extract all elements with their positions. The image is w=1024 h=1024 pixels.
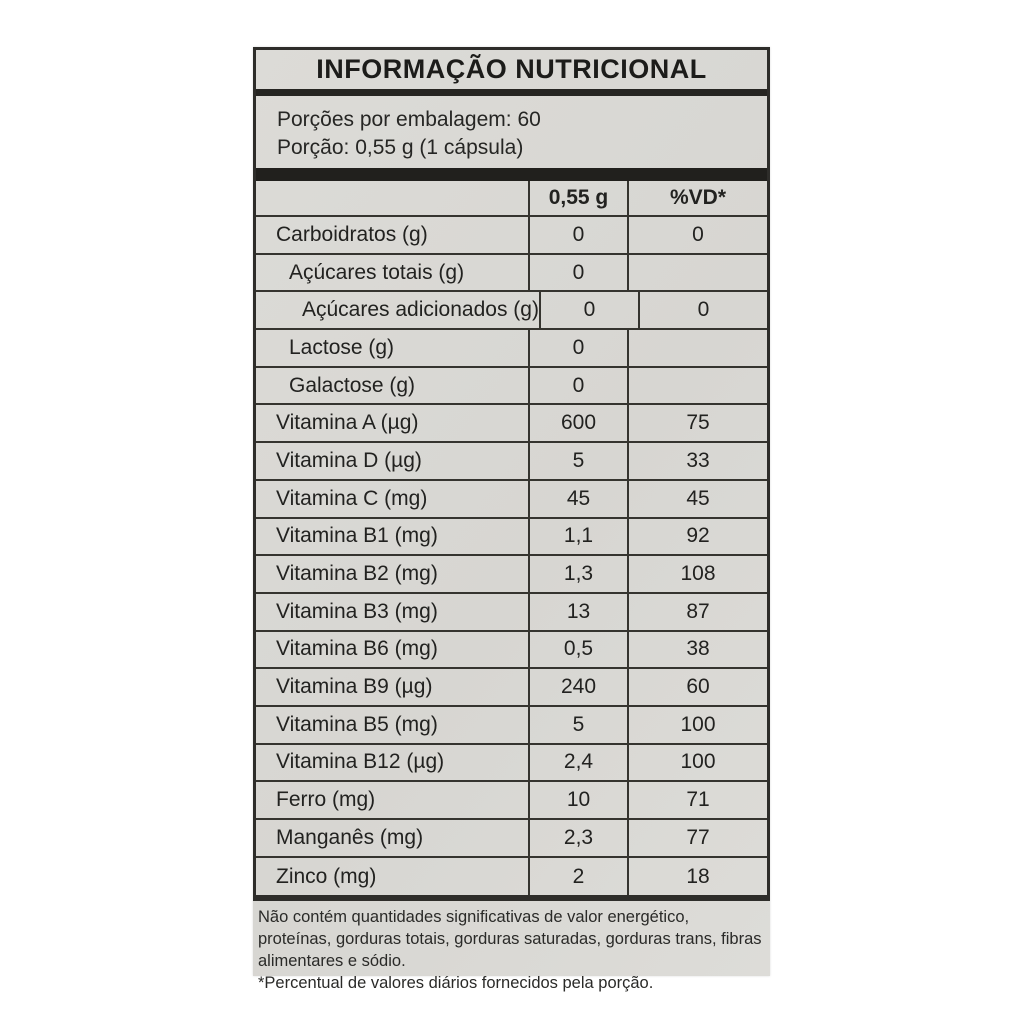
footnote-daily-value: *Percentual de valores diários fornecido… bbox=[258, 974, 654, 993]
serving-size: Porção: 0,55 g (1 cápsula) bbox=[277, 136, 524, 159]
nutrient-name: Carboidratos (g) bbox=[276, 222, 428, 246]
nutrient-amount: 5 bbox=[528, 706, 627, 743]
header-amount-column: 0,55 g bbox=[528, 181, 627, 215]
table-row: Carboidratos (g) 0 0 bbox=[256, 217, 767, 255]
nutrient-vd: 33 bbox=[627, 443, 767, 479]
nutrient-name: Vitamina B12 (µg) bbox=[276, 750, 445, 774]
table-row: Vitamina B6 (mg) 0,5 38 bbox=[256, 631, 767, 670]
nutrient-amount: 1,1 bbox=[528, 518, 627, 555]
header-empty-cell bbox=[256, 181, 528, 215]
nutrient-amount: 0 bbox=[528, 217, 627, 253]
table-row: Vitamina B2 (mg) 1,3 108 bbox=[256, 556, 767, 594]
nutrient-vd: 60 bbox=[627, 669, 767, 705]
table-row: Açúcares totais (g) 0 bbox=[256, 254, 767, 293]
nutrient-vd: 87 bbox=[627, 593, 767, 630]
nutrient-vd: 108 bbox=[627, 556, 767, 592]
nutrient-vd: 18 bbox=[627, 857, 767, 896]
nutrient-amount: 45 bbox=[528, 480, 627, 517]
nutrient-amount: 1,3 bbox=[528, 556, 627, 592]
nutrient-name: Vitamina B9 (µg) bbox=[276, 675, 433, 699]
nutrient-name: Vitamina D (µg) bbox=[276, 448, 422, 472]
header-vd-column: %VD* bbox=[627, 181, 767, 215]
nutrient-amount: 0 bbox=[528, 254, 627, 291]
nutrient-name: Vitamina B3 (mg) bbox=[276, 599, 438, 623]
table-row: Vitamina B5 (mg) 5 100 bbox=[256, 706, 767, 745]
table-row: Vitamina B1 (mg) 1,1 92 bbox=[256, 518, 767, 557]
nutrient-name: Açúcares totais (g) bbox=[289, 260, 465, 284]
nutrient-amount: 240 bbox=[528, 669, 627, 705]
nutrient-name: Galactose (g) bbox=[289, 373, 416, 397]
nutrient-name: Zinco (mg) bbox=[276, 864, 377, 888]
table-body: Carboidratos (g) 0 0 Açúcares totais (g)… bbox=[256, 217, 767, 896]
table-row: Açúcares adicionados (g) 0 0 bbox=[256, 292, 767, 331]
nutrient-vd: 100 bbox=[627, 706, 767, 743]
footnote-no-significant-amounts: Não contém quantidades significativas de… bbox=[258, 908, 762, 971]
nutrient-vd: 92 bbox=[627, 518, 767, 555]
table-row: Lactose (g) 0 bbox=[256, 330, 767, 368]
nutrient-name: Vitamina C (mg) bbox=[276, 486, 428, 510]
nutrient-name: Vitamina B2 (mg) bbox=[276, 562, 438, 586]
nutrient-vd bbox=[627, 367, 767, 404]
nutrient-amount: 0,5 bbox=[528, 631, 627, 668]
nutrient-amount: 2,3 bbox=[528, 820, 627, 856]
nutrient-amount: 0 bbox=[528, 367, 627, 404]
nutrient-vd: 45 bbox=[627, 480, 767, 517]
nutrient-vd: 77 bbox=[627, 820, 767, 856]
nutrient-vd bbox=[627, 330, 767, 366]
nutrient-vd: 100 bbox=[627, 744, 767, 781]
nutrient-amount: 0 bbox=[538, 292, 638, 329]
label-title: INFORMAÇÃO NUTRICIONAL bbox=[256, 50, 767, 96]
table-header-row: 0,55 g %VD* bbox=[256, 181, 767, 217]
nutrient-name: Vitamina B1 (mg) bbox=[276, 524, 438, 548]
nutrient-amount: 5 bbox=[528, 443, 627, 479]
nutrient-name: Vitamina B5 (mg) bbox=[276, 712, 438, 736]
nutrient-vd: 0 bbox=[637, 292, 767, 329]
nutrient-vd: 38 bbox=[627, 631, 767, 668]
nutrition-table-frame: INFORMAÇÃO NUTRICIONAL Porções por embal… bbox=[253, 47, 770, 902]
nutrient-amount: 10 bbox=[528, 782, 627, 818]
table-row: Galactose (g) 0 bbox=[256, 367, 767, 406]
nutrient-name: Manganês (mg) bbox=[276, 825, 424, 849]
nutrient-name: Vitamina A (µg) bbox=[276, 411, 419, 435]
table-row: Ferro (mg) 10 71 bbox=[256, 782, 767, 820]
table-row: Vitamina B3 (mg) 13 87 bbox=[256, 593, 767, 632]
nutrient-amount: 13 bbox=[528, 593, 627, 630]
table-row: Zinco (mg) 2 18 bbox=[256, 857, 767, 896]
nutrient-name: Vitamina B6 (mg) bbox=[276, 637, 438, 661]
table-row: Manganês (mg) 2,3 77 bbox=[256, 820, 767, 858]
nutrient-vd bbox=[627, 254, 767, 291]
table-row: Vitamina D (µg) 5 33 bbox=[256, 443, 767, 481]
footnote: Não contém quantidades significativas de… bbox=[253, 901, 770, 994]
nutrition-label: INFORMAÇÃO NUTRICIONAL Porções por embal… bbox=[253, 47, 770, 992]
nutrient-amount: 2 bbox=[528, 857, 627, 896]
serving-info: Porções por embalagem: 60 Porção: 0,55 g… bbox=[256, 96, 767, 181]
servings-per-package: Porções por embalagem: 60 bbox=[277, 108, 541, 131]
nutrient-vd: 75 bbox=[627, 405, 767, 442]
nutrient-name: Ferro (mg) bbox=[276, 788, 376, 812]
nutrient-amount: 0 bbox=[528, 330, 627, 366]
table-row: Vitamina C (mg) 45 45 bbox=[256, 480, 767, 519]
table-row: Vitamina B12 (µg) 2,4 100 bbox=[256, 744, 767, 783]
nutrient-amount: 600 bbox=[528, 405, 627, 442]
nutrient-vd: 0 bbox=[627, 217, 767, 253]
nutrient-name: Açúcares adicionados (g) bbox=[302, 298, 539, 322]
nutrient-vd: 71 bbox=[627, 782, 767, 818]
table-row: Vitamina B9 (µg) 240 60 bbox=[256, 669, 767, 707]
nutrient-amount: 2,4 bbox=[528, 744, 627, 781]
nutrient-name: Lactose (g) bbox=[289, 335, 395, 359]
table-row: Vitamina A (µg) 600 75 bbox=[256, 405, 767, 444]
